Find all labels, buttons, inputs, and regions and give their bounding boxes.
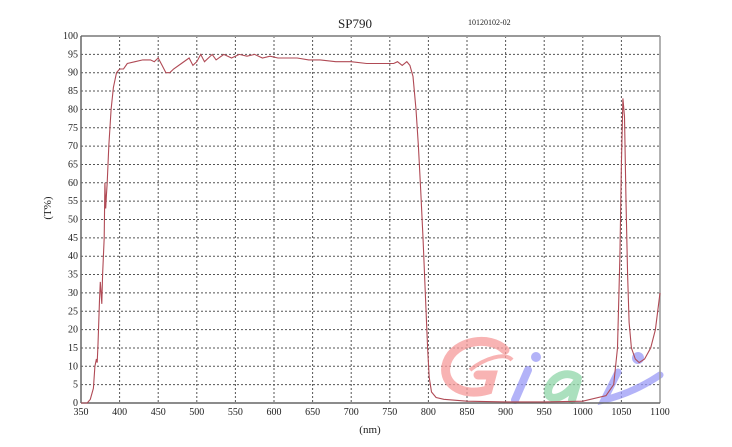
x-tick-label: 750 <box>382 407 397 418</box>
grid <box>81 36 660 403</box>
y-tick-label: 10 <box>68 361 78 372</box>
y-tick-label: 25 <box>68 306 78 317</box>
x-axis-label: (nm) <box>359 424 381 436</box>
chart-annotation: 10120102-02 <box>468 18 511 27</box>
y-tick-label: 45 <box>68 233 78 244</box>
y-tick-label: 65 <box>68 159 78 170</box>
y-tick-label: 50 <box>68 215 78 226</box>
axes <box>80 35 661 404</box>
x-tick-label: 1050 <box>611 407 631 418</box>
x-tick-label: 900 <box>498 407 513 418</box>
x-tick-label: 550 <box>228 407 243 418</box>
watermark-letter-i <box>511 366 532 404</box>
y-tick-label: 40 <box>68 251 78 262</box>
watermark-letter-i2 <box>597 368 664 406</box>
x-tick-label: 950 <box>537 407 552 418</box>
y-tick-label: 95 <box>68 49 78 60</box>
y-tick-label: 5 <box>73 380 78 391</box>
y-tick-label: 20 <box>68 325 78 336</box>
y-tick-label: 90 <box>68 68 78 79</box>
y-tick-label: 70 <box>68 141 78 152</box>
x-tick-label: 400 <box>112 407 127 418</box>
y-tick-label: 0 <box>73 398 78 409</box>
watermark-logo <box>441 337 664 406</box>
x-tick-label: 500 <box>189 407 204 418</box>
x-tick-label: 700 <box>344 407 359 418</box>
y-tick-label: 15 <box>68 343 78 354</box>
x-tick-label: 600 <box>267 407 282 418</box>
x-tick-label: 800 <box>421 407 436 418</box>
y-tick-label: 55 <box>68 196 78 207</box>
watermark-letter-g <box>441 337 510 397</box>
y-axis-label: (T%) <box>42 196 54 220</box>
tick-labels: 350 400 450 500 550 600 650 700 750 800 850 900 950 1… <box>63 31 670 418</box>
chart-title: SP790 <box>338 16 372 31</box>
watermark-letter-i-dot <box>531 352 541 362</box>
watermark-letter-g-swash <box>468 354 514 372</box>
y-tick-label: 30 <box>68 288 78 299</box>
y-tick-label: 100 <box>63 31 78 42</box>
y-tick-label: 60 <box>68 178 78 189</box>
x-tick-label: 350 <box>74 407 89 418</box>
y-tick-label: 80 <box>68 104 78 115</box>
y-tick-label: 35 <box>68 270 78 281</box>
series-line <box>81 53 661 404</box>
x-tick-label: 450 <box>151 407 166 418</box>
x-tick-label: 1100 <box>650 407 670 418</box>
watermark-letter-a <box>543 370 582 404</box>
y-tick-label: 75 <box>68 123 78 134</box>
x-tick-label: 850 <box>460 407 475 418</box>
x-tick-label: 650 <box>305 407 320 418</box>
y-tick-label: 85 <box>68 86 78 97</box>
x-tick-label: 1000 <box>573 407 593 418</box>
